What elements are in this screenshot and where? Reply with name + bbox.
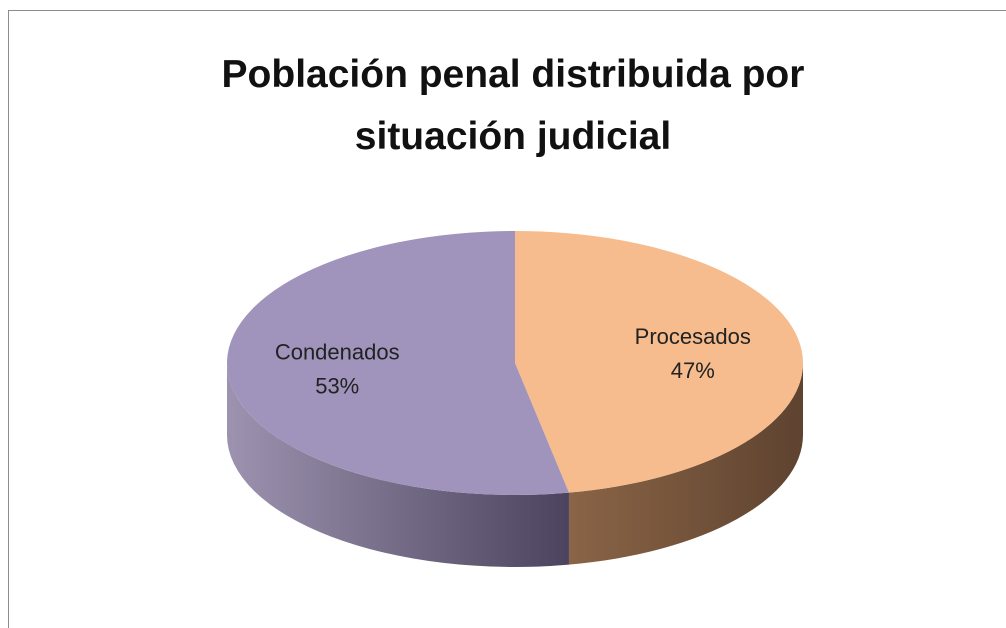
slice-value-label: 53% [315,374,359,399]
chart-title: Población penal distribuida por situació… [221,53,805,158]
slice [515,231,804,493]
slice-side [227,363,569,567]
slice-side [568,363,804,565]
chart-frame [8,10,1006,628]
slice-label: Condenados [275,340,400,365]
slice [227,231,569,495]
slice-value-label: 47% [671,358,715,383]
slice-label: Procesados [635,324,751,349]
